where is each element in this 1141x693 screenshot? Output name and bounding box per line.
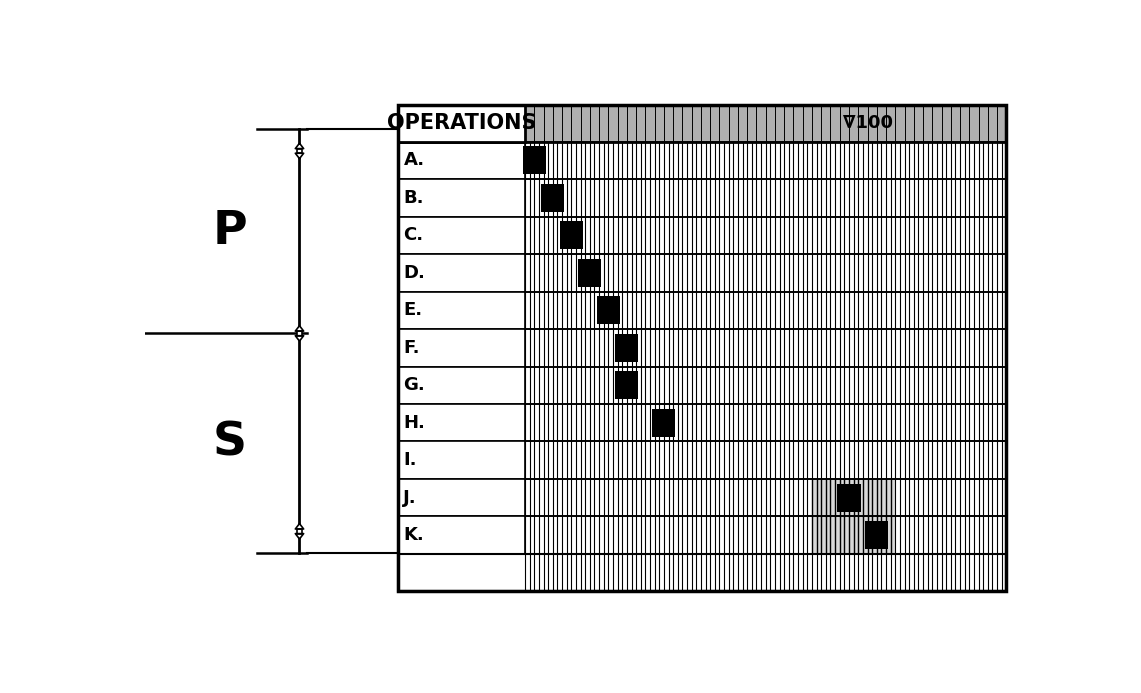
Bar bbox=[615, 334, 639, 362]
Text: D.: D. bbox=[404, 264, 426, 282]
Bar bbox=[398, 105, 1006, 141]
Text: B.: B. bbox=[404, 189, 424, 207]
Text: A.: A. bbox=[404, 151, 424, 169]
Bar bbox=[615, 371, 639, 399]
Text: G.: G. bbox=[404, 376, 426, 394]
Text: C.: C. bbox=[404, 227, 423, 245]
Bar bbox=[525, 254, 1006, 292]
Bar bbox=[525, 217, 1006, 254]
Text: E.: E. bbox=[404, 301, 422, 319]
Bar bbox=[525, 516, 1006, 554]
Bar bbox=[398, 479, 525, 516]
Bar bbox=[525, 441, 1006, 479]
Bar bbox=[525, 179, 1006, 217]
Polygon shape bbox=[296, 153, 304, 159]
Polygon shape bbox=[296, 534, 304, 539]
Bar bbox=[297, 148, 302, 153]
Bar bbox=[525, 404, 1006, 441]
Text: S: S bbox=[213, 421, 248, 466]
Bar bbox=[398, 105, 525, 141]
Text: J.: J. bbox=[404, 489, 418, 507]
Bar bbox=[525, 367, 1006, 404]
Text: H.: H. bbox=[404, 414, 426, 432]
Bar bbox=[398, 367, 525, 404]
Bar bbox=[560, 221, 583, 249]
Text: OPERATIONS: OPERATIONS bbox=[387, 113, 536, 133]
Text: I.: I. bbox=[404, 451, 416, 469]
Bar bbox=[525, 292, 1006, 329]
Bar bbox=[398, 141, 525, 179]
Polygon shape bbox=[296, 143, 304, 148]
Bar bbox=[398, 329, 525, 367]
Text: ∇100: ∇100 bbox=[842, 114, 892, 132]
Polygon shape bbox=[296, 335, 304, 341]
Bar bbox=[812, 479, 896, 516]
Bar bbox=[398, 404, 525, 441]
Bar bbox=[837, 484, 860, 511]
Bar bbox=[398, 254, 525, 292]
Bar bbox=[398, 179, 525, 217]
Polygon shape bbox=[296, 524, 304, 529]
Bar bbox=[398, 554, 1006, 591]
Bar bbox=[523, 146, 545, 175]
Bar bbox=[597, 296, 620, 324]
Bar bbox=[398, 217, 525, 254]
Bar bbox=[865, 521, 889, 549]
Text: F.: F. bbox=[404, 339, 420, 357]
Polygon shape bbox=[296, 326, 304, 331]
Bar bbox=[398, 292, 525, 329]
Bar bbox=[398, 441, 525, 479]
Bar bbox=[525, 479, 1006, 516]
Text: P: P bbox=[213, 209, 248, 254]
Bar bbox=[525, 141, 1006, 179]
Bar bbox=[398, 105, 1006, 591]
Bar bbox=[297, 331, 302, 335]
Bar bbox=[653, 409, 675, 437]
Text: K.: K. bbox=[404, 526, 424, 544]
Bar bbox=[297, 529, 302, 534]
Bar bbox=[398, 516, 525, 554]
Bar bbox=[525, 329, 1006, 367]
Bar bbox=[541, 184, 565, 212]
Bar bbox=[812, 516, 896, 554]
Bar bbox=[578, 258, 601, 287]
